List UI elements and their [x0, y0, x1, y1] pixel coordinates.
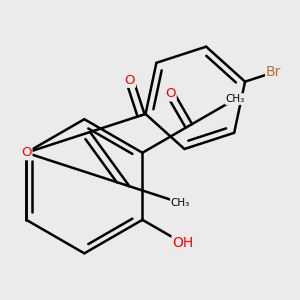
- Text: O: O: [124, 74, 135, 87]
- Text: O: O: [21, 146, 32, 159]
- Text: CH₃: CH₃: [171, 198, 190, 208]
- Text: CH₃: CH₃: [226, 94, 245, 104]
- Text: OH: OH: [172, 236, 194, 250]
- Text: O: O: [165, 88, 176, 100]
- Text: Br: Br: [266, 65, 281, 79]
